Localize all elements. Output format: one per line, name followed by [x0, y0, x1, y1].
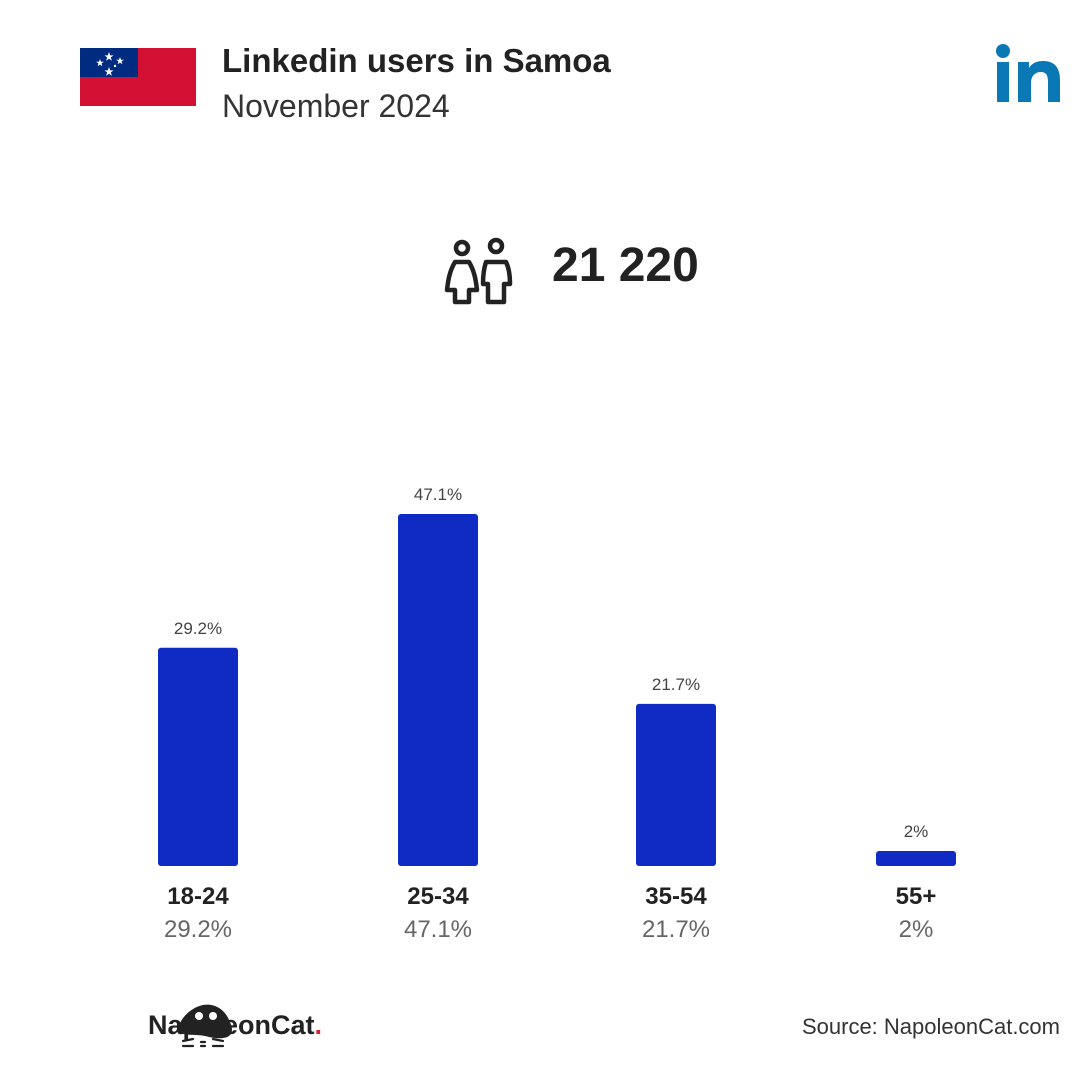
- page-subtitle: November 2024: [222, 88, 450, 124]
- category-percent: 47.1%: [403, 916, 473, 943]
- category-percent: 2%: [898, 916, 934, 943]
- bar-35-54: [636, 703, 716, 866]
- category-label: 25-34: [407, 883, 469, 910]
- total-users: 21 220: [552, 239, 699, 292]
- age-distribution-bar-chart: 29.2% 47.1% 21.7% 2%: [158, 485, 956, 866]
- category-percent: 21.7%: [641, 916, 711, 943]
- samoa-flag-icon: [80, 48, 196, 106]
- category-label: 35-54: [645, 883, 707, 910]
- category-label: 18-24: [167, 883, 229, 910]
- bar-value-label: 47.1%: [414, 485, 462, 504]
- bar-value-label: 29.2%: [174, 619, 222, 638]
- category-label: 55+: [895, 883, 937, 910]
- brand-dot: .: [314, 1010, 323, 1040]
- bar-55+: [876, 851, 956, 866]
- bar-18-24: [158, 647, 238, 866]
- source-credit: Source: NapoleonCat.com: [801, 1014, 1060, 1039]
- bar-value-label: 21.7%: [652, 675, 700, 694]
- napoleoncat-logo-icon: [177, 1004, 232, 1048]
- bar-value-label: 2%: [904, 822, 929, 841]
- linkedin-logo-icon: [996, 44, 1060, 102]
- bar-25-34: [398, 514, 478, 866]
- page-title: Linkedin users in Samoa: [222, 42, 611, 79]
- brand-name: NapoleonCat.: [148, 1010, 322, 1041]
- people-icon: [444, 237, 513, 305]
- brand-name-text: NapoleonCat: [148, 1010, 315, 1040]
- category-percent: 29.2%: [163, 916, 233, 943]
